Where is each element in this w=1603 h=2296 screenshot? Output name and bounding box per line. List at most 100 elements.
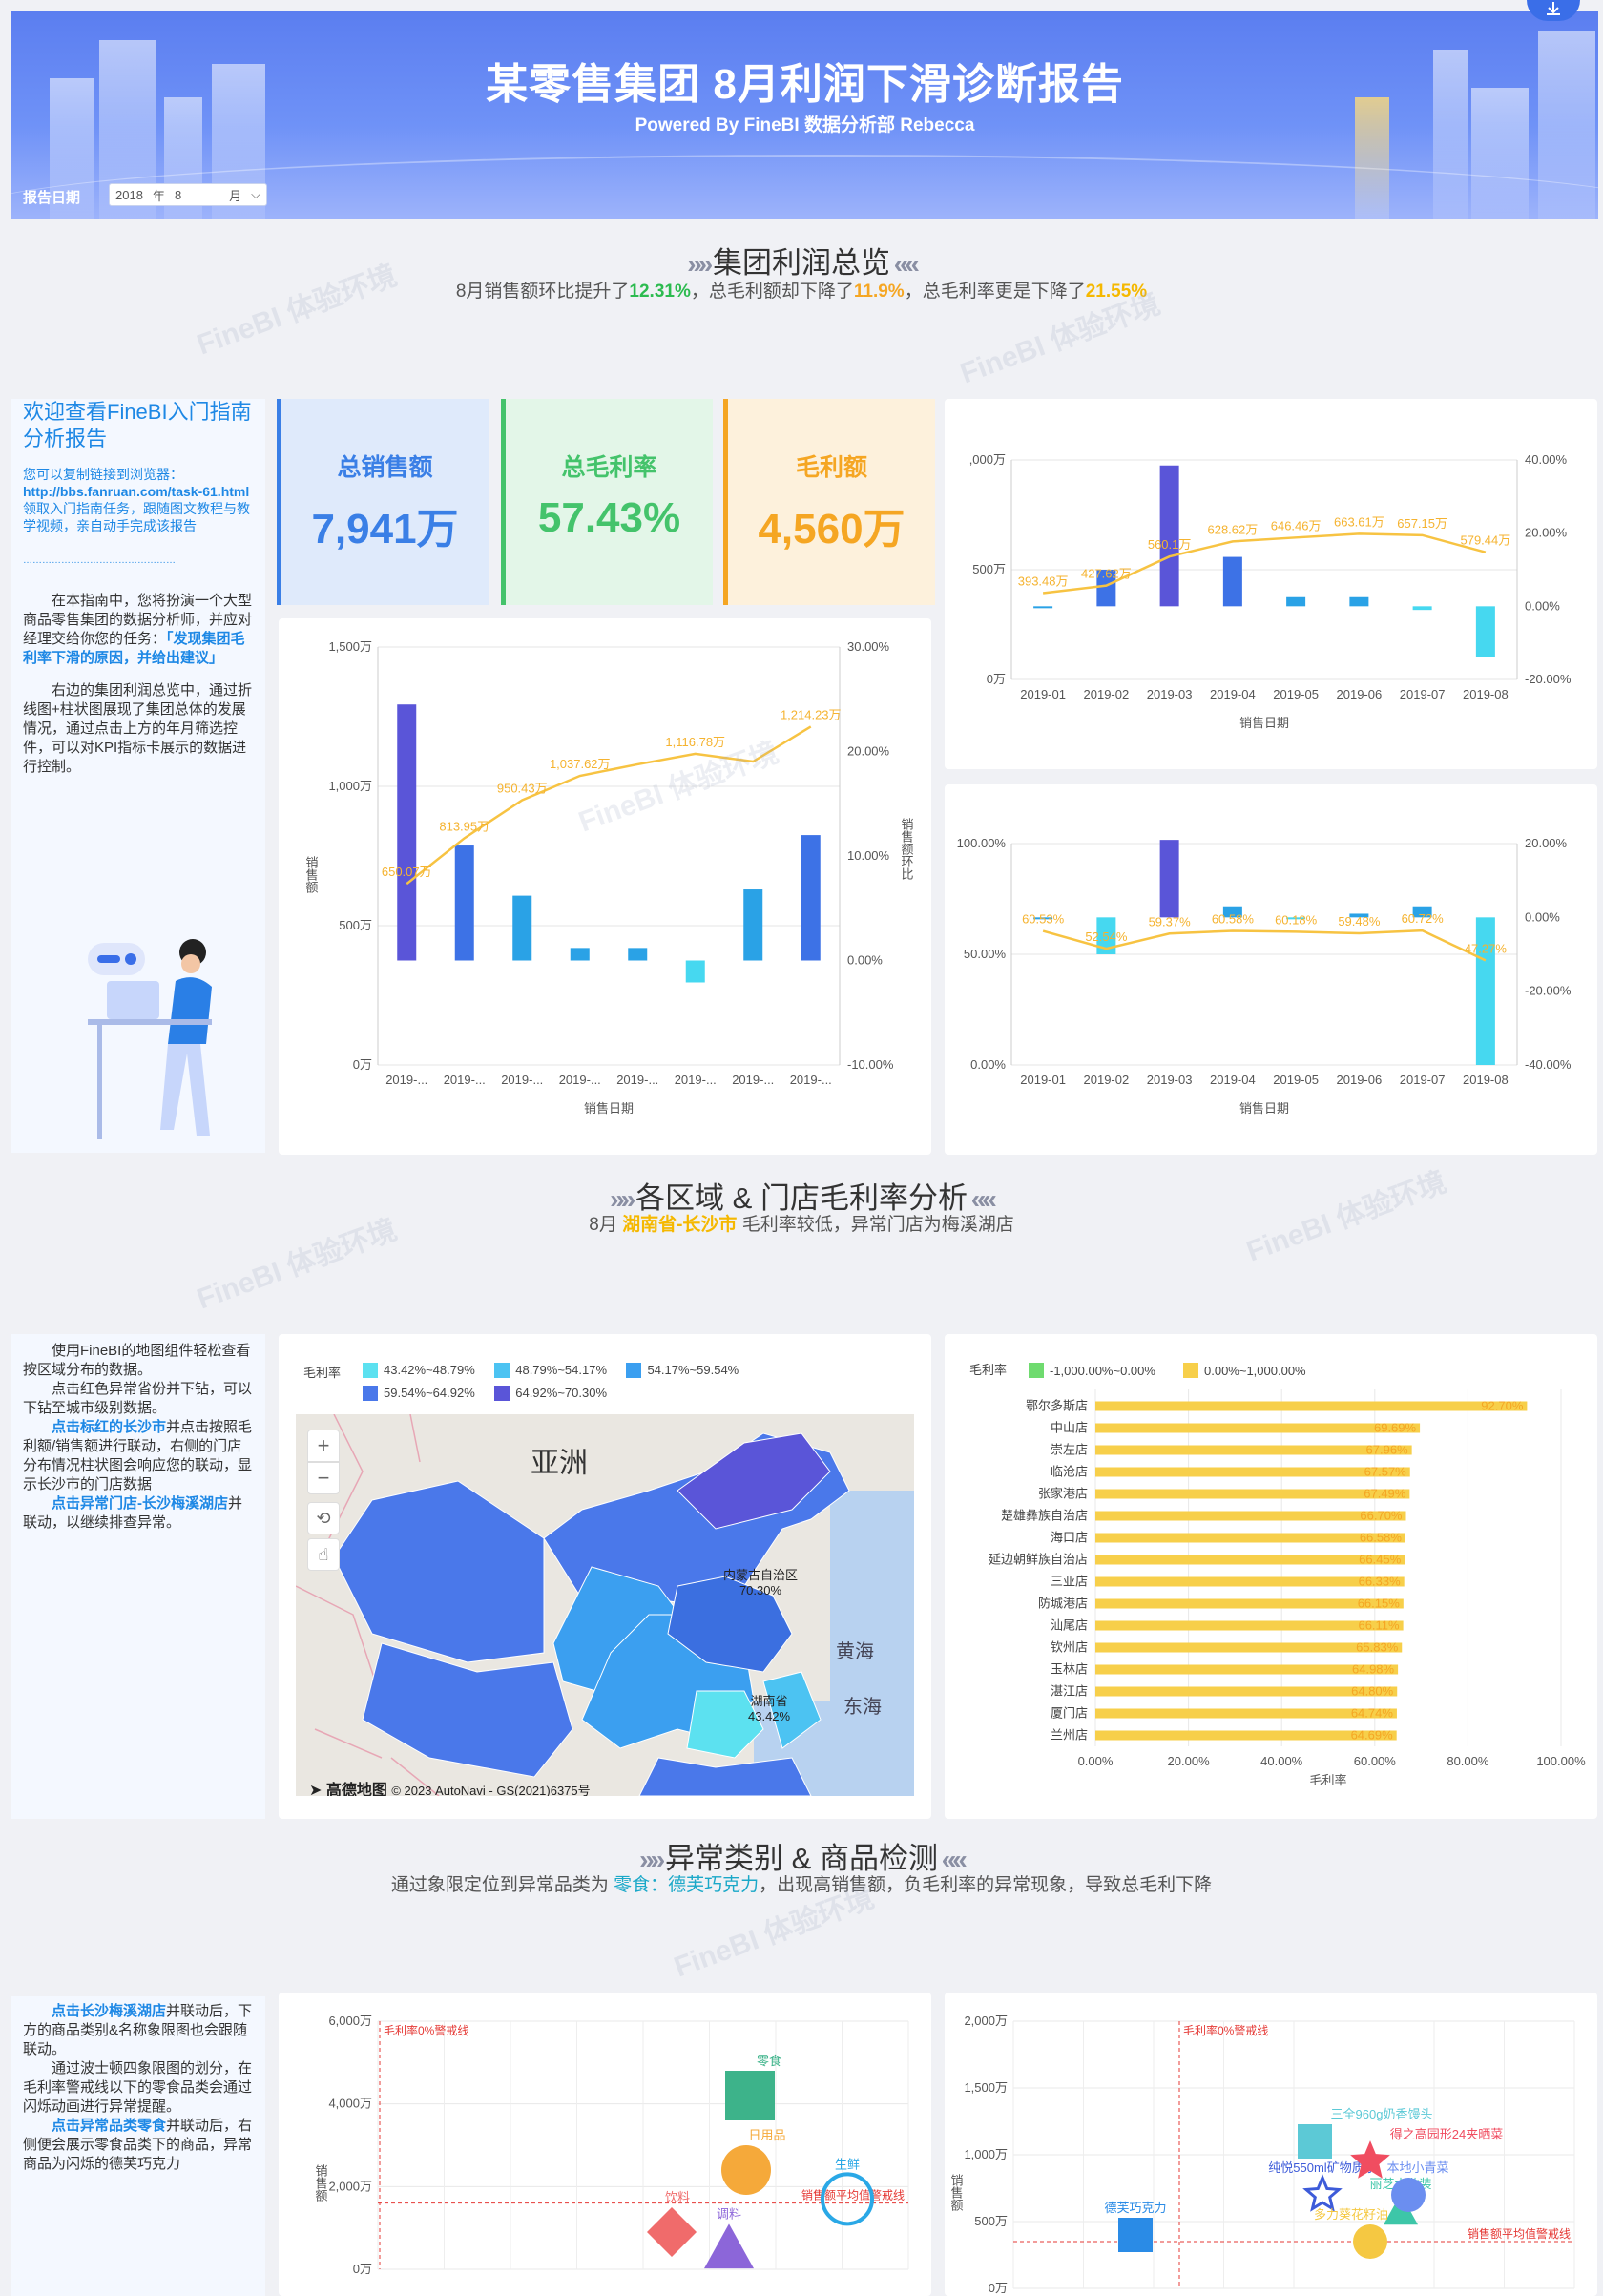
intro-paragraph-2: 右边的集团利润总览中，通过折线图+柱状图展现了集团总体的发展情况，通过点击上方的… (23, 682, 253, 775)
margin-rate-combo-chart[interactable]: 100.00% 50.00% 0.00% 20.00% 0.00% -20.00% -40.… (945, 784, 1597, 1155)
navigate-icon: ➤ (309, 1783, 323, 1796)
bar (1095, 1423, 1421, 1433)
point-label: 调料 (717, 2206, 741, 2221)
sales-combo-chart-card: 1,500万 1,000万 500万 0万 30.00% 20.00% 10.00% 0.00… (279, 618, 931, 1155)
kpi-label: 总销售额 (337, 454, 433, 481)
x-axis-label: 毛利率 (1309, 1773, 1346, 1787)
gross-profit-combo-chart[interactable]: ,000万 500万 0万 40.00% 20.00% 0.00% -20.00% 2019-… (945, 399, 1597, 769)
bar (1095, 1533, 1405, 1543)
section-subtitle-overview: 8月销售额环比提升了12.31%，总毛利额却下降了11.9%，总毛利率更是下降了… (455, 282, 1148, 302)
zoom-in-button[interactable]: + (307, 1430, 340, 1462)
legend-swatch (1029, 1363, 1044, 1378)
legend-item[interactable]: 59.54%~64.92% (363, 1384, 475, 1403)
x-tick-label: 2019-... (385, 1073, 427, 1087)
series-line (1042, 929, 1487, 962)
data-label: 64.69% (1351, 1728, 1394, 1743)
intro-link-desc: 领取入门指南任务，跟随图文教程与教学视频，亲自动手完成该报告 (23, 501, 250, 533)
y-axis-label: 销售额 (314, 2164, 328, 2202)
bar (1475, 917, 1495, 1065)
y-tick-label: ,000万 (969, 452, 1006, 467)
legend-item[interactable]: 48.79%~54.17% (494, 1361, 607, 1380)
kpi-card-sales[interactable]: 总销售额 7,941万 (277, 399, 489, 605)
y-tick-label: 100.00% (957, 836, 1007, 850)
bar (1096, 917, 1116, 954)
category-label: 楚雄彝族自治店 (1001, 1509, 1088, 1523)
data-label: 393.48万 (1018, 574, 1069, 588)
sales-combo-chart[interactable]: 1,500万 1,000万 500万 0万 30.00% 20.00% 10.00% 0.00… (279, 618, 931, 1155)
data-label: 66.58% (1360, 1531, 1403, 1545)
legend-item[interactable]: 64.92%~70.30% (494, 1384, 607, 1403)
y2-tick-label: 20.00% (847, 744, 890, 759)
pan-hand-button[interactable]: ☝ (307, 1538, 340, 1571)
y-axis-label: 销售额 (949, 2174, 964, 2212)
y-tick-label: 0万 (987, 672, 1006, 686)
zoom-out-button[interactable]: − (307, 1462, 340, 1494)
bar (1095, 1664, 1399, 1675)
x-tick-label: 2019-... (732, 1073, 774, 1087)
bar (1412, 606, 1432, 611)
data-label: 579.44万 (1460, 533, 1510, 548)
x-tick-label: 2019-01 (1020, 1073, 1066, 1087)
x-axis-label: 销售日期 (584, 1101, 634, 1116)
x-tick-label: 2019-05 (1273, 1073, 1319, 1087)
y-tick-label: 6,000万 (328, 2014, 372, 2028)
section-title-products: »» 异常类别 & 商品检测 «« (639, 1842, 968, 1875)
reset-map-button[interactable]: ⟲ (307, 1502, 340, 1534)
data-label: 60.53% (1022, 912, 1065, 927)
bar (1095, 1489, 1410, 1499)
map-guide-p3: 点击标红的长沙市并点击按照毛利额/销售额进行联动，右侧的门店分布情况柱状图会响应… (23, 1419, 253, 1492)
map-label-inner-mongolia[interactable]: 内蒙古自治区 70.30% (723, 1568, 799, 1597)
legend-item[interactable]: 54.17%~59.54% (626, 1361, 739, 1380)
bar (454, 845, 474, 961)
report-subtitle: Powered By FineBI 数据分析部 Rebecca (635, 115, 975, 136)
date-filter-select[interactable]: 2018 年 8 月 ⌵ (109, 183, 267, 206)
data-label: 69.69% (1374, 1421, 1417, 1435)
date-year: 2018 (115, 187, 143, 202)
y2-tick-label: -40.00% (1525, 1057, 1572, 1072)
category-quadrant-chart[interactable]: 6,000万 4,000万 2,000万 0万 销售额 毛利率0%警戒线销售额平均值警戒线… (279, 1993, 931, 2296)
intro-link-url[interactable]: http://bbs.fanruan.com/task-61.html (23, 484, 250, 499)
x-tick-label: 60.00% (1354, 1754, 1397, 1768)
bar (1033, 606, 1053, 609)
data-label: 66.33% (1359, 1575, 1402, 1589)
series-line (1042, 532, 1487, 595)
category-label: 张家港店 (1038, 1487, 1088, 1501)
legend-item[interactable]: 43.42%~48.79% (363, 1361, 475, 1380)
data-label: 64.74% (1351, 1706, 1394, 1721)
kpi-card-gross-margin[interactable]: 总毛利率 57.43% (501, 399, 713, 605)
kpi-card-gross-profit[interactable]: 毛利额 4,560万 (723, 399, 935, 605)
x-tick-label: 2019-06 (1337, 1073, 1383, 1087)
y-tick-label: 500万 (974, 2214, 1008, 2228)
map-legend-title: 毛利率 (303, 1366, 342, 1380)
store-margin-bar-chart[interactable]: 毛利率 -1,000.00%~0.00% 0.00%~1,000.00% 0.00% 2… (945, 1334, 1597, 1819)
y2-axis-label: 销售额环比 (900, 818, 914, 881)
quadrant-guide-p1: 点击长沙梅溪湖店并联动后，下方的商品类别&名称象限图也会跟随联动。 (23, 2003, 253, 2057)
data-label: 427.62万 (1081, 567, 1132, 581)
download-button[interactable] (1527, 0, 1580, 21)
category-label: 钦州店 (1051, 1640, 1088, 1655)
map-label-hunan[interactable]: 湖南省 43.42% (748, 1694, 791, 1723)
bar (685, 960, 705, 983)
product-quadrant-chart[interactable]: 2,000万 1,500万 1,000万 500万 0万 销售额 毛利率0%警戒线销售额平均… (945, 1993, 1597, 2296)
point (704, 2223, 754, 2269)
margin-rate-combo-chart-card: 100.00% 50.00% 0.00% 20.00% 0.00% -20.00% -40.… (945, 784, 1597, 1155)
y-axis-label: 销售额 (304, 856, 319, 894)
data-label: 66.11% (1358, 1618, 1400, 1633)
y-tick-label: 2,000万 (964, 2014, 1008, 2028)
analyst-illustration (88, 939, 212, 1139)
data-label: 64.80% (1351, 1684, 1394, 1699)
bar (1475, 606, 1495, 657)
y-tick-label: 0万 (989, 2281, 1008, 2295)
china-map[interactable]: 亚洲 黄海 东海 内蒙古自治区 70.30% 湖南省 43.42% ➤ 高德地图 ©… (296, 1414, 914, 1796)
store-margin-bar-chart-card: 毛利率 -1,000.00%~0.00% 0.00%~1,000.00% 0.00% 2… (945, 1334, 1597, 1819)
category-label: 鄂尔多斯店 (1026, 1399, 1088, 1413)
data-label: 1,116.78万 (665, 735, 725, 749)
y2-tick-label: 0.00% (1525, 909, 1560, 924)
section-title-overview: »» 集团利润总览 «« (687, 246, 920, 280)
bar (1412, 906, 1432, 918)
y2-tick-label: 30.00% (847, 639, 890, 654)
x-tick-label: 2019-... (616, 1073, 658, 1087)
category-label: 海口店 (1051, 1531, 1088, 1545)
bar (1033, 917, 1053, 920)
x-tick-label: 2019-03 (1147, 687, 1193, 701)
